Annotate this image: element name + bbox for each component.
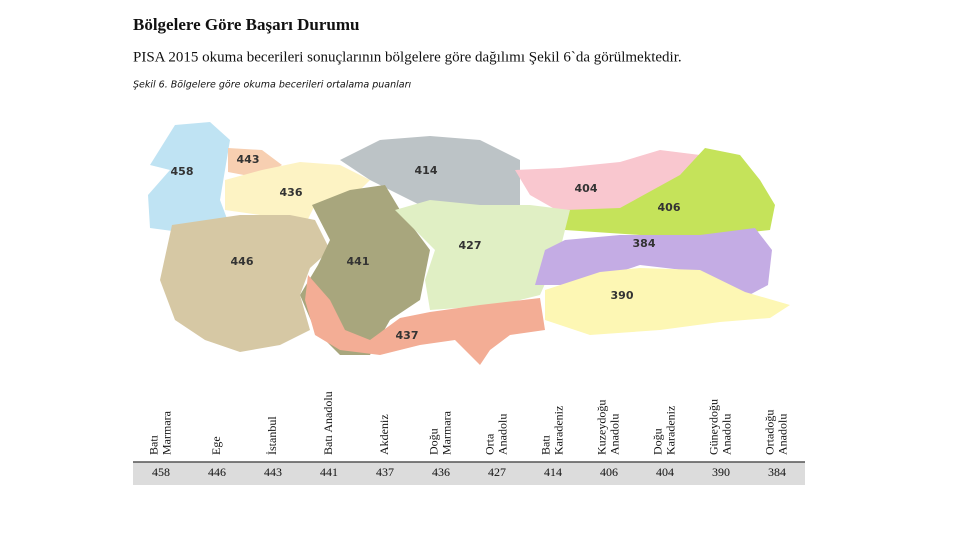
table-cell: 446 (208, 465, 226, 479)
map-label: 437 (396, 329, 419, 342)
column-header: Karadeniz (551, 406, 565, 455)
region (305, 275, 545, 365)
table-cell: 406 (600, 465, 618, 479)
table-cell: 437 (376, 465, 394, 479)
map (148, 122, 790, 365)
region (545, 268, 790, 335)
map-label: 441 (347, 255, 370, 268)
column-header: İstanbul (265, 416, 279, 455)
region (225, 162, 370, 235)
region (565, 148, 775, 238)
map-label: 390 (611, 289, 634, 302)
region (148, 122, 232, 232)
region (535, 228, 772, 300)
table-row-bg (133, 462, 805, 485)
column-header: Anadolu (775, 414, 789, 455)
region (340, 136, 520, 212)
table-cell: 414 (544, 465, 562, 479)
column-header: Doğu (426, 428, 440, 455)
column-header: Ortadoğu (762, 410, 776, 455)
table-cell: 427 (488, 465, 506, 479)
column-header: Batı (146, 434, 160, 455)
column-header: Marmara (439, 410, 453, 455)
region (395, 200, 570, 310)
column-header: Anadolu (607, 414, 621, 455)
map-label: 414 (415, 164, 438, 177)
map-label: 404 (575, 182, 598, 195)
column-header: Ege (209, 436, 223, 455)
map-label: 406 (658, 201, 681, 214)
column-header: Kuzeydoğu (594, 400, 608, 455)
map-label: 458 (171, 165, 194, 178)
table-cell: 458 (152, 465, 170, 479)
table-cell: 441 (320, 465, 338, 479)
column-header: Karadeniz (663, 406, 677, 455)
map-label: 443 (237, 153, 260, 166)
figure-caption: Şekil 6. Bölgelere göre okuma becerileri… (133, 80, 412, 91)
column-header: Batı (538, 434, 552, 455)
column-header: Doğu (650, 428, 664, 455)
map-label: 446 (231, 255, 254, 268)
map-label: 384 (633, 237, 656, 250)
table-cell: 436 (432, 465, 450, 479)
column-header: Anadolu (495, 414, 509, 455)
table-cell: 404 (656, 465, 674, 479)
map-label: 427 (459, 239, 482, 252)
table-cell: 384 (768, 465, 786, 479)
column-header: Orta (482, 433, 496, 455)
column-header: Akdeniz (377, 414, 391, 455)
column-header: Anadolu (719, 414, 733, 455)
column-header: Batı Anadolu (321, 391, 335, 455)
map-label: 436 (280, 186, 303, 199)
subtitle: PISA 2015 okuma becerileri sonuçlarının … (133, 49, 682, 65)
column-header: Güneydoğu (706, 399, 720, 455)
column-header: Marmara (159, 410, 173, 455)
table-cell: 443 (264, 465, 282, 479)
table-cell: 390 (712, 465, 730, 479)
region (160, 215, 330, 352)
title: Bölgelere Göre Başarı Durumu (133, 15, 360, 34)
